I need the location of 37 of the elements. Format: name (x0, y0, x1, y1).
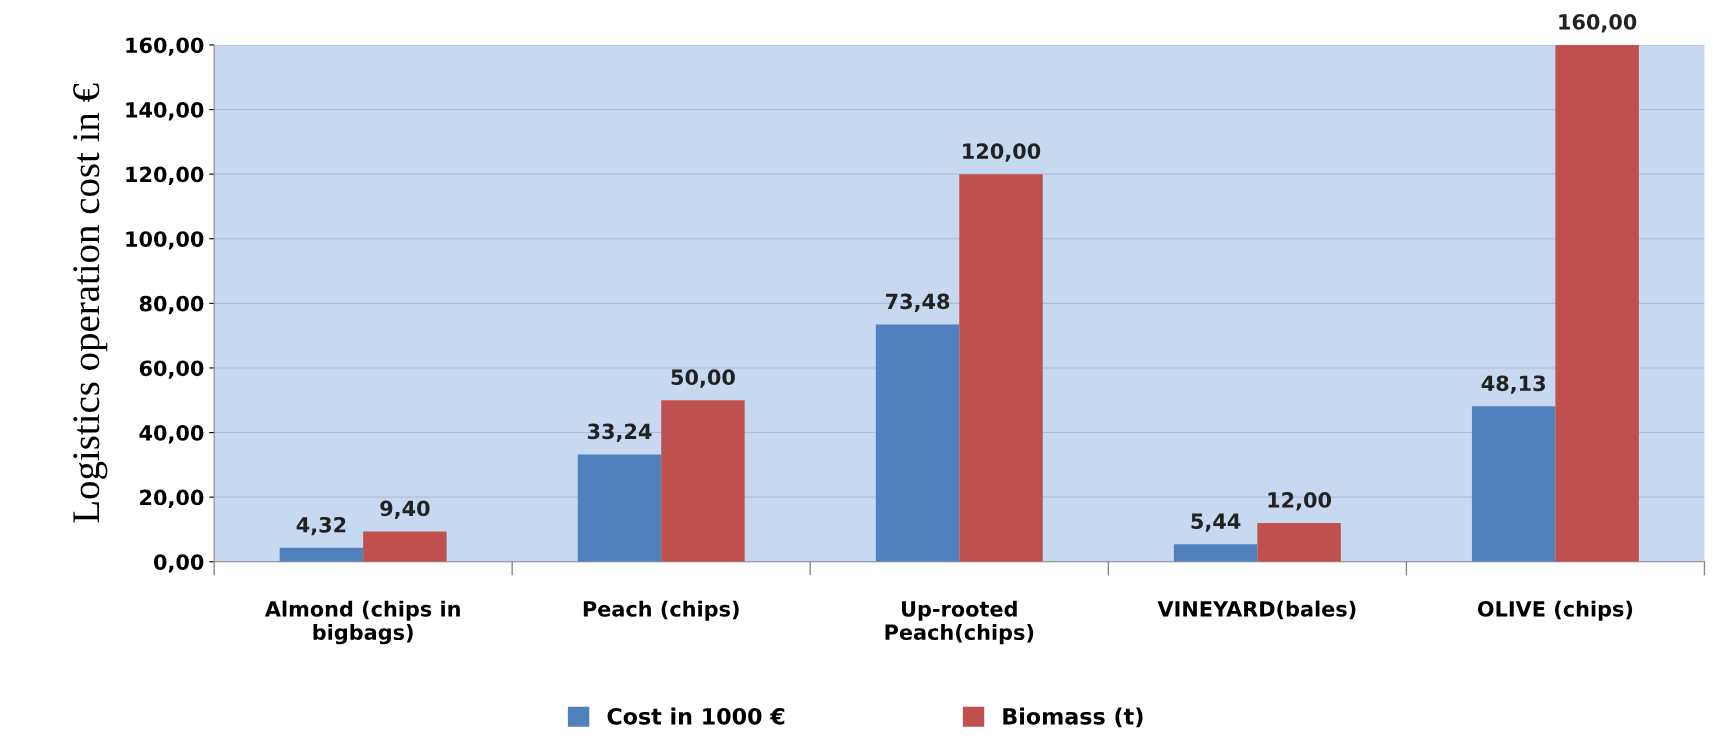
y-tick-label: 0,00 (154, 554, 204, 573)
bar (959, 174, 1043, 562)
y-tick-label: 160,00 (126, 37, 204, 56)
bar (661, 400, 745, 562)
data-label: 73,48 (886, 293, 950, 312)
data-label: 5,44 (1191, 513, 1241, 532)
y-axis-title: Logistics operation cost in € (73, 83, 108, 523)
bar (279, 547, 364, 562)
bar (363, 531, 447, 562)
legend-label: Biomass (t) (1003, 707, 1143, 728)
bar (577, 454, 662, 562)
y-tick-label: 40,00 (139, 425, 204, 444)
data-label: 9,40 (380, 500, 430, 519)
data-label: 33,24 (587, 423, 652, 442)
data-label: 160,00 (1559, 14, 1637, 33)
bar (875, 324, 960, 562)
y-tick-label: 80,00 (139, 295, 204, 315)
data-label: 12,00 (1268, 492, 1332, 511)
bar (1555, 44, 1639, 562)
x-tick-label: Almond (chips in bigbags) (264, 600, 460, 645)
y-tick-label: 20,00 (140, 489, 204, 509)
y-tick-label: 140,00 (126, 101, 204, 121)
y-tick-label: 100,00 (126, 231, 204, 250)
legend-label: Cost in 1000 € (607, 707, 785, 725)
bar (1257, 522, 1341, 562)
x-tick-label: Peach (chips) (583, 600, 739, 621)
bar (1471, 406, 1556, 562)
data-label: 4,32 (296, 516, 346, 536)
x-tick-label: VINEYARD(bales) (1157, 600, 1356, 620)
x-tick-label: OLIVE (chips) (1477, 600, 1633, 621)
data-label: 50,00 (671, 369, 735, 388)
y-tick-label: 120,00 (126, 166, 204, 186)
data-label: 120,00 (963, 143, 1041, 162)
bar (1173, 544, 1258, 562)
x-tick-label: Up-rooted Peach(chips) (885, 600, 1034, 645)
data-label: 48,13 (1481, 375, 1545, 394)
y-tick-label: 60,00 (139, 360, 204, 379)
